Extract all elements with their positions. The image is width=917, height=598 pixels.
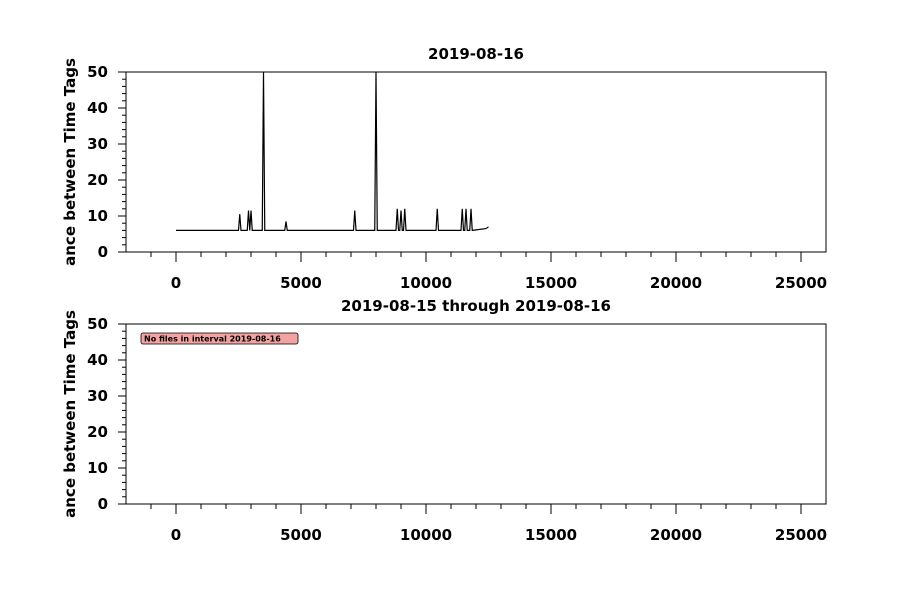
y-tick-label: 40 xyxy=(87,351,108,369)
x-tick-label: 10000 xyxy=(400,274,452,292)
y-tick-label: 0 xyxy=(98,495,108,513)
y-tick-label: 50 xyxy=(87,63,108,81)
title: 2019-08-16 xyxy=(428,45,524,63)
x-tick-label: 0 xyxy=(171,274,181,292)
y-tick-label: 0 xyxy=(98,243,108,261)
x-tick-label: 5000 xyxy=(280,274,322,292)
x-tick-label: 25000 xyxy=(775,526,827,544)
x-tick-label: 20000 xyxy=(650,274,702,292)
x-tick-label: 20000 xyxy=(650,526,702,544)
y-axis-label: ance between Time Tags xyxy=(61,58,79,266)
x-tick-label: 15000 xyxy=(525,274,577,292)
y-tick-label: 40 xyxy=(87,99,108,117)
y-tick-label: 30 xyxy=(87,387,108,405)
y-axis-label: ance between Time Tags xyxy=(61,310,79,518)
title: 2019-08-15 through 2019-08-16 xyxy=(341,297,611,315)
x-tick-label: 0 xyxy=(171,526,181,544)
data-line xyxy=(176,71,489,232)
x-tick-label: 25000 xyxy=(775,274,827,292)
y-tick-label: 30 xyxy=(87,135,108,153)
x-tick-label: 15000 xyxy=(525,526,577,544)
y-tick-label: 10 xyxy=(87,207,108,225)
y-tick-label: 20 xyxy=(87,171,108,189)
x-tick-label: 5000 xyxy=(280,526,322,544)
y-tick-label: 10 xyxy=(87,459,108,477)
y-tick-label: 20 xyxy=(87,423,108,441)
annotation: No files in interval 2019-08-16 xyxy=(144,335,281,344)
annotation-box xyxy=(140,332,299,345)
x-tick-label: 10000 xyxy=(400,526,452,544)
y-tick-label: 50 xyxy=(87,315,108,333)
